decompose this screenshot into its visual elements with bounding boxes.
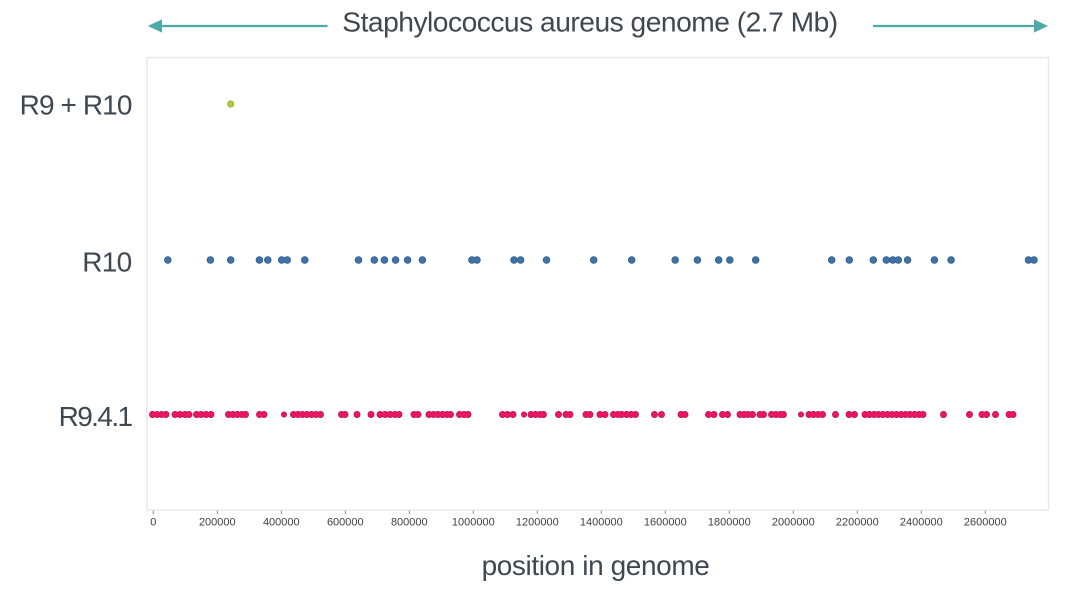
svg-text:200000: 200000 [199, 517, 236, 529]
svg-text:R10: R10 [82, 247, 131, 278]
svg-text:600000: 600000 [327, 517, 364, 529]
svg-text:position in genome: position in genome [482, 550, 710, 581]
svg-text:400000: 400000 [263, 517, 300, 529]
svg-text:1800000: 1800000 [708, 517, 751, 529]
svg-text:0: 0 [150, 517, 156, 529]
svg-text:R9.4.1: R9.4.1 [59, 401, 133, 432]
svg-text:800000: 800000 [391, 517, 428, 529]
svg-text:2000000: 2000000 [772, 517, 815, 529]
svg-text:2600000: 2600000 [964, 517, 1007, 529]
svg-text:1400000: 1400000 [580, 517, 623, 529]
svg-text:1600000: 1600000 [644, 517, 687, 529]
svg-text:2200000: 2200000 [836, 517, 879, 529]
svg-text:2400000: 2400000 [900, 517, 943, 529]
svg-text:1200000: 1200000 [516, 517, 559, 529]
svg-text:R9 + R10: R9 + R10 [20, 90, 132, 121]
svg-text:1000000: 1000000 [452, 517, 495, 529]
svg-text:Staphylococcus aureus genome (: Staphylococcus aureus genome (2.7 Mb) [342, 6, 837, 38]
